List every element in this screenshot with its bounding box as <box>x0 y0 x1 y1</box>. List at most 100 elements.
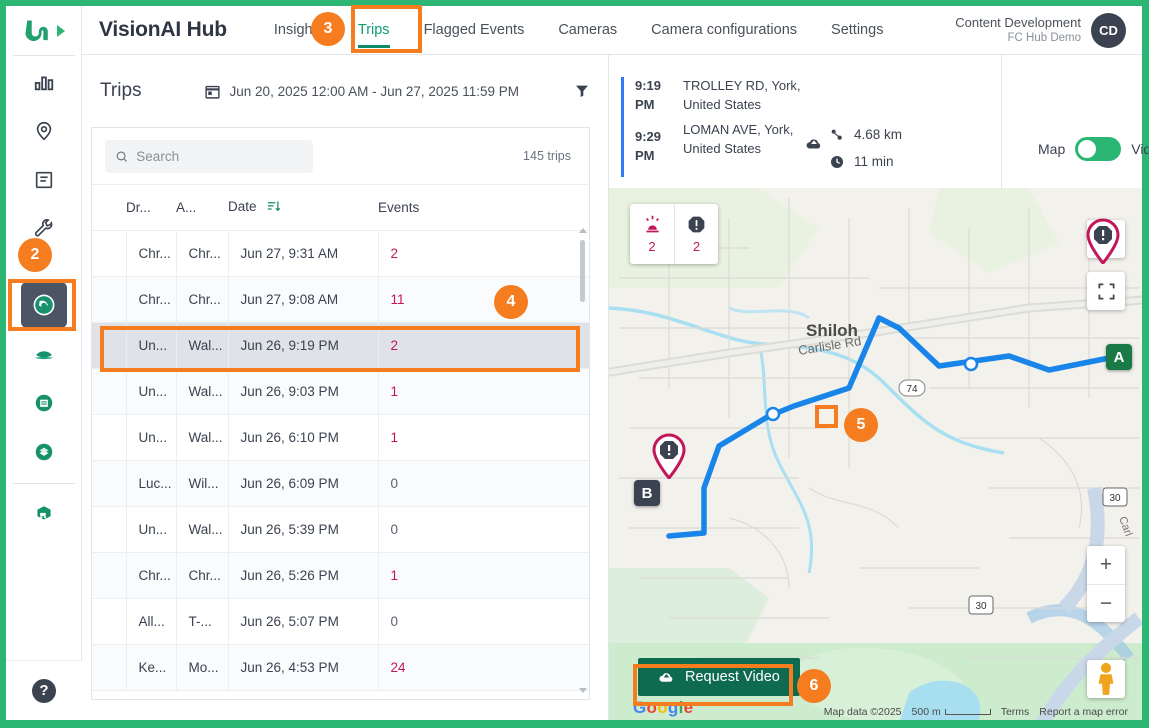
sidebar-app-layers[interactable] <box>21 429 67 475</box>
app-road-icon <box>33 343 54 365</box>
table-row[interactable]: Chr... Chr... Jun 26, 5:26 PM 1 <box>92 552 589 599</box>
events-count: 11 <box>390 292 405 307</box>
sidebar-app-vision[interactable] <box>20 282 67 328</box>
user-account-box[interactable]: Content Development FC Hub Demo CD <box>955 12 1126 48</box>
event-badge-alert[interactable]: 2 <box>674 204 718 264</box>
sidebar-item-analytics[interactable] <box>21 59 67 105</box>
table-row[interactable]: Luc... Wil... Jun 26, 6:09 PM 0 <box>92 460 589 507</box>
search-input[interactable] <box>136 148 303 164</box>
row-events: 24 <box>378 644 589 691</box>
row-date: Jun 27, 9:31 AM <box>228 230 379 277</box>
scroll-down-arrow[interactable] <box>579 688 587 693</box>
fullscreen-icon <box>1098 283 1114 299</box>
date-range-text: Jun 20, 2025 12:00 AM - Jun 27, 2025 11:… <box>229 83 519 99</box>
cloud-download-icon[interactable] <box>805 135 823 153</box>
visionai-logo[interactable] <box>22 16 52 46</box>
sidebar-item-tools[interactable] <box>21 206 67 252</box>
row-checkbox-cell <box>92 414 127 461</box>
row-date: Jun 27, 9:08 AM <box>228 276 379 323</box>
sort-descending-icon[interactable] <box>266 199 281 217</box>
tab-trips[interactable]: Trips <box>341 6 407 55</box>
search-field-wrap[interactable] <box>105 139 313 173</box>
map-terms-link[interactable]: Terms <box>1000 706 1030 718</box>
row-driver: Chr... <box>126 230 177 277</box>
tab-flagged-events[interactable]: Flagged Events <box>423 22 525 38</box>
trip-stats: 4.68 km 11 min <box>829 77 902 175</box>
sidebar-item-locations[interactable] <box>21 108 67 154</box>
table-row[interactable]: Ke... Mo... Jun 26, 4:53 PM 24 <box>92 644 589 691</box>
help-button[interactable]: ? <box>6 660 82 720</box>
map-scale-bar: 500 m <box>912 706 991 718</box>
clock-icon <box>831 155 843 168</box>
event-pin-icon-2 <box>652 433 686 481</box>
map-scale-label: 500 m <box>911 706 941 718</box>
sidebar-app-road[interactable] <box>21 331 67 377</box>
event-badge-alert-count: 2 <box>692 239 701 254</box>
trip-map[interactable]: Carlisle Rd Shiloh 74 30 30 Carl <box>609 188 1142 720</box>
map-marker-b[interactable]: B <box>634 480 660 506</box>
table-row[interactable]: Un... Wal... Jun 26, 6:10 PM 1 <box>92 414 589 461</box>
cloud-download-icon <box>659 672 673 682</box>
scale-line <box>944 709 991 715</box>
events-count: 2 <box>390 246 399 261</box>
map-marker-a[interactable]: A <box>1106 344 1132 370</box>
expand-caret-icon[interactable] <box>57 24 65 37</box>
search-icon <box>116 151 128 162</box>
table-row[interactable]: Un... Wal... Jun 26, 9:03 PM 1 <box>92 368 589 415</box>
rail-icon-group <box>6 56 81 537</box>
row-checkbox-cell <box>92 506 127 553</box>
trip-summary-header: 9:19 PM 9:29 PM TROLLEY RD, York, United… <box>609 55 1149 188</box>
window-frame-left <box>0 0 6 728</box>
map-event-marker-2[interactable] <box>651 433 687 484</box>
user-workspace: FC Hub Demo <box>1007 31 1082 44</box>
tab-camera-configurations[interactable]: Camera configurations <box>651 22 798 38</box>
table-row[interactable]: Chr... Chr... Jun 27, 9:31 AM 2 <box>92 230 589 277</box>
road-shield-74: 74 <box>898 379 926 397</box>
tab-settings[interactable]: Settings <box>831 22 884 38</box>
google-logo: Google <box>633 698 694 717</box>
map-report-link[interactable]: Report a map error <box>1039 706 1128 718</box>
row-asset: Chr... <box>176 276 229 323</box>
request-video-button[interactable]: Request Video <box>638 658 800 696</box>
map-zoom-out-button[interactable]: − <box>1087 584 1125 622</box>
user-names: Content Development FC Hub Demo <box>955 15 1081 46</box>
rail-divider-2 <box>12 483 75 484</box>
table-scrollbar[interactable] <box>578 232 587 683</box>
sidebar-app-forklift[interactable] <box>21 491 67 537</box>
events-count: 24 <box>390 660 406 675</box>
filter-icon[interactable] <box>574 83 590 99</box>
col-asset[interactable]: A... <box>176 184 228 231</box>
sidebar-item-reports[interactable] <box>21 157 67 203</box>
event-badge-siren[interactable]: 2 <box>630 204 674 264</box>
svg-text:30: 30 <box>975 601 987 612</box>
col-date[interactable]: Date <box>228 184 378 231</box>
route-waypoint-2 <box>765 406 781 422</box>
map-video-toggle[interactable] <box>1075 137 1122 161</box>
event-pin-icon <box>1086 218 1120 266</box>
row-asset: Chr... <box>176 552 229 599</box>
map-event-marker-1[interactable] <box>1085 218 1121 269</box>
document-icon <box>35 171 52 189</box>
col-driver[interactable]: Dr... <box>126 184 176 231</box>
scroll-up-arrow[interactable] <box>579 228 587 233</box>
scrollbar-thumb[interactable] <box>580 240 585 302</box>
row-driver: All... <box>126 598 177 645</box>
tab-cameras[interactable]: Cameras <box>558 22 618 38</box>
table-row[interactable]: Un... Wal... Jun 26, 5:39 PM 0 <box>92 506 589 553</box>
map-fullscreen-button[interactable] <box>1087 272 1125 310</box>
sidebar-app-fleet[interactable] <box>21 380 67 426</box>
table-row[interactable]: All... T-... Jun 26, 5:07 PM 0 <box>92 598 589 645</box>
table-row[interactable]: Un... Wal... Jun 26, 9:19 PM 2 <box>92 322 589 369</box>
col-events[interactable]: Events <box>378 184 589 231</box>
map-zoom-in-button[interactable]: + <box>1099 553 1113 576</box>
wrench-icon <box>34 219 52 237</box>
date-range-picker[interactable]: Jun 20, 2025 12:00 AM - Jun 27, 2025 11:… <box>204 83 519 100</box>
trip-leg-info: 9:19 PM 9:29 PM TROLLEY RD, York, United… <box>609 55 1001 177</box>
annotation-badge-2: 2 <box>18 238 52 272</box>
avatar[interactable]: CD <box>1091 12 1126 48</box>
events-count: 0 <box>390 614 399 629</box>
street-view-pegman-icon[interactable] <box>1087 660 1125 698</box>
trip-duration-stat: 11 min <box>829 148 902 175</box>
map-event-summary-badges[interactable]: 2 2 <box>630 204 718 264</box>
